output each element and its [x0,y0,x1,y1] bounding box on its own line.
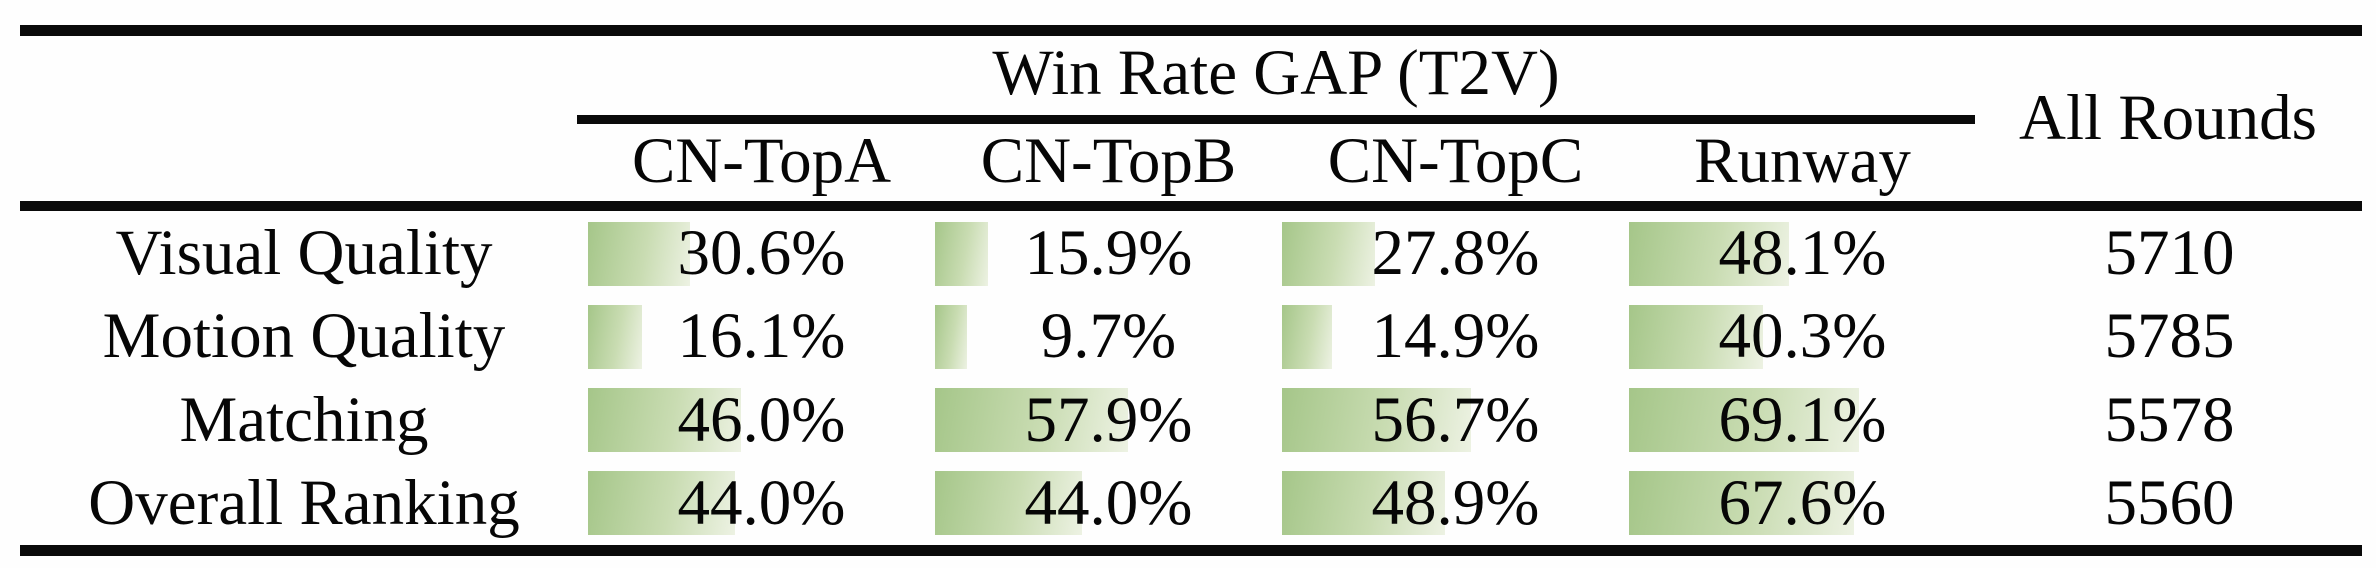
win-rate-value: 46.0% [677,383,846,456]
column-header-runway: Runway [1694,125,1911,197]
column-header-row: CN-TopA CN-TopB CN-TopC Runway [588,122,1976,201]
column-header-cn-topc: CN-TopC [1327,125,1584,197]
win-rate-value: 9.7% [1040,300,1177,373]
win-rate-value: 14.9% [1371,300,1540,373]
win-rate-value: 44.0% [677,466,846,539]
column-header-cn-topa: CN-TopA [631,125,892,197]
table-row-motion-quality: Motion Quality 16.1% 9.7% 14.9% 40.3% [0,295,2376,378]
value-cell: 57.9% [935,379,1282,462]
win-rate-value: 44.0% [1024,466,1193,539]
row-label: Motion Quality [102,300,506,373]
all-rounds-value: 5560 [2104,466,2235,539]
value-cell: 48.9% [1282,462,1629,545]
header-separator-rule [20,201,2362,211]
value-cell: 30.6% [588,212,935,295]
row-label: Overall Ranking [88,466,520,539]
value-cell: 56.7% [1282,379,1629,462]
bottom-rule [20,545,2362,556]
all-rounds-value: 5785 [2104,300,2235,373]
group-header-underline-rule [577,115,1975,124]
win-rate-value: 48.1% [1718,217,1887,290]
all-rounds-value: 5710 [2104,217,2235,290]
value-cell: 69.1% [1629,379,1976,462]
group-header-win-rate-gap: Win Rate GAP (T2V) [992,36,1560,109]
top-rule [20,25,2362,36]
value-cell: 44.0% [588,462,935,545]
row-label: Matching [179,383,429,456]
win-rate-bar [588,221,690,286]
value-cell: 46.0% [588,379,935,462]
win-rate-value: 57.9% [1024,383,1193,456]
value-cell: 27.8% [1282,212,1629,295]
column-header-all-rounds: All Rounds [2019,82,2317,154]
win-rate-value: 48.9% [1371,466,1540,539]
value-cell: 67.6% [1629,462,1976,545]
value-cell: 48.1% [1629,212,1976,295]
value-cell: 40.3% [1629,295,1976,378]
column-header-cn-topb: CN-TopB [980,125,1237,197]
win-rate-value: 27.8% [1371,217,1540,290]
table-row-overall-ranking: Overall Ranking 44.0% 44.0% 48.9% 67.6% [0,462,2376,545]
win-rate-bar [1282,221,1375,286]
win-rate-value: 30.6% [677,217,846,290]
win-rate-value: 69.1% [1718,383,1887,456]
value-cell: 44.0% [935,462,1282,545]
win-rate-bar [1282,304,1332,369]
win-rate-bar [935,304,968,369]
win-rate-value: 40.3% [1718,300,1887,373]
win-rate-value: 67.6% [1718,466,1887,539]
value-cell: 14.9% [1282,295,1629,378]
value-cell: 15.9% [935,212,1282,295]
win-rate-bar [588,304,642,369]
table-row-matching: Matching 46.0% 57.9% 56.7% 69.1% [0,379,2376,462]
all-rounds-value: 5578 [2104,383,2235,456]
win-rate-value: 15.9% [1024,217,1193,290]
value-cell: 9.7% [935,295,1282,378]
value-cell: 16.1% [588,295,935,378]
win-rate-bar [935,221,988,286]
table-body: Visual Quality 30.6% 15.9% 27.8% 48.1% [0,212,2376,545]
row-label: Visual Quality [115,217,493,290]
win-rate-value: 16.1% [677,300,846,373]
table-row-visual-quality: Visual Quality 30.6% 15.9% 27.8% 48.1% [0,212,2376,295]
win-rate-value: 56.7% [1371,383,1540,456]
